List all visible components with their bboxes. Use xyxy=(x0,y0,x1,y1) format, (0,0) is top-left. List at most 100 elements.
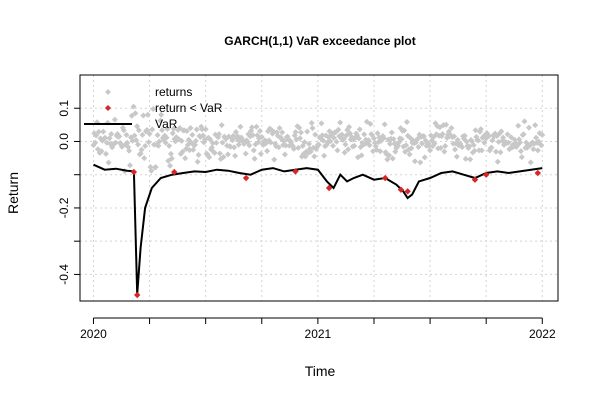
exceedance-point xyxy=(534,169,542,177)
return-point xyxy=(158,111,165,118)
return-point xyxy=(297,135,304,142)
return-point xyxy=(191,141,198,148)
return-point xyxy=(327,138,334,145)
x-tick-label: 2021 xyxy=(305,327,332,341)
return-point xyxy=(292,129,299,136)
exceedance-point xyxy=(171,168,178,176)
return-point xyxy=(229,137,236,144)
return-point xyxy=(150,106,157,113)
return-point xyxy=(242,150,249,157)
return-point xyxy=(169,130,176,137)
return-point xyxy=(530,146,537,153)
return-point xyxy=(132,110,139,117)
y-tick-label: -0.2 xyxy=(57,197,71,218)
return-point xyxy=(462,155,469,162)
return-point xyxy=(138,146,145,153)
return-point xyxy=(155,142,162,149)
return-point xyxy=(100,128,107,135)
return-point xyxy=(111,116,118,123)
y-axis-label: Return xyxy=(5,172,21,214)
return-point xyxy=(389,155,396,162)
return-point xyxy=(102,150,109,157)
return-point xyxy=(281,151,288,158)
return-point xyxy=(157,117,164,124)
return-point xyxy=(538,142,545,149)
return-point xyxy=(451,133,458,140)
exceedance-point xyxy=(134,291,141,299)
return-point xyxy=(319,132,326,139)
return-point xyxy=(219,139,226,146)
return-point xyxy=(218,122,225,129)
return-point xyxy=(539,131,546,138)
return-point xyxy=(431,140,438,147)
return-point xyxy=(481,139,488,146)
return-point xyxy=(338,131,345,138)
return-point xyxy=(279,129,286,136)
var-series xyxy=(93,163,543,295)
return-point xyxy=(149,126,156,133)
return-point xyxy=(255,139,262,146)
return-point xyxy=(249,132,256,139)
return-point xyxy=(334,147,341,154)
return-point xyxy=(374,130,381,137)
return-point xyxy=(387,140,394,147)
return-point xyxy=(124,139,131,146)
return-point xyxy=(403,119,410,126)
return-point xyxy=(264,147,271,154)
return-point xyxy=(118,143,125,150)
return-point xyxy=(168,155,175,162)
return-point xyxy=(105,159,112,166)
return-point xyxy=(380,135,387,142)
return-point xyxy=(179,148,186,155)
return-point xyxy=(356,126,363,133)
return-point xyxy=(408,145,415,152)
exceedance-point xyxy=(471,176,479,183)
return-point xyxy=(532,122,539,129)
exceedance-point xyxy=(404,188,411,195)
return-point xyxy=(206,154,213,161)
legend-label: return < VaR xyxy=(155,101,223,115)
return-point xyxy=(159,127,166,134)
return-point xyxy=(232,128,239,135)
return-point xyxy=(370,135,377,142)
return-point xyxy=(345,146,352,153)
return-point xyxy=(148,167,155,174)
return-point xyxy=(459,144,466,151)
return-point xyxy=(388,129,395,136)
exceedance-point xyxy=(292,168,299,175)
return-point xyxy=(193,126,200,133)
return-point xyxy=(143,126,150,133)
return-point xyxy=(93,132,100,139)
return-point xyxy=(330,142,337,149)
return-point xyxy=(390,136,397,143)
return-point xyxy=(232,152,239,159)
return-point xyxy=(216,150,223,157)
return-point xyxy=(267,139,274,146)
return-point xyxy=(296,124,303,131)
return-point xyxy=(415,144,422,151)
return-point xyxy=(333,138,340,145)
return-point xyxy=(246,142,253,149)
return-point xyxy=(202,126,209,133)
return-point xyxy=(443,121,450,128)
y-tick-label: 0.0 xyxy=(57,133,71,150)
return-point xyxy=(419,140,426,147)
return-point xyxy=(164,125,171,132)
return-point xyxy=(452,146,459,153)
return-point xyxy=(199,126,206,133)
return-point xyxy=(477,126,484,133)
var-line xyxy=(93,163,543,295)
return-point xyxy=(146,130,153,137)
return-point xyxy=(478,147,485,154)
return-point xyxy=(411,158,418,165)
return-point xyxy=(492,148,499,155)
exceedance-point xyxy=(242,174,250,182)
exceedance-point xyxy=(325,184,333,192)
return-point xyxy=(304,128,311,135)
legend-label: returns xyxy=(155,85,192,99)
return-point xyxy=(237,123,244,130)
return-point xyxy=(520,131,527,138)
return-point xyxy=(342,141,349,148)
